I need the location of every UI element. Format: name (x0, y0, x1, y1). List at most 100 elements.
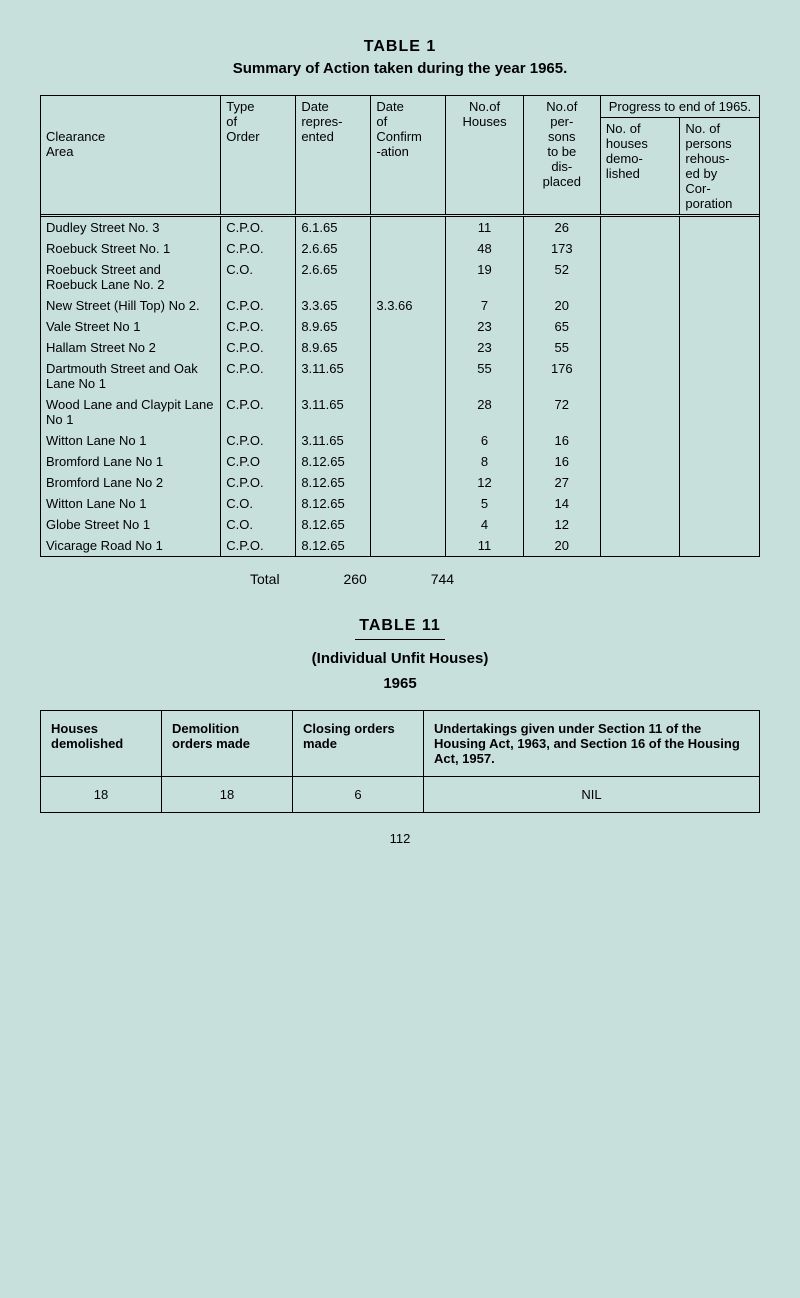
cell-persons: 55 (523, 337, 600, 358)
cell-area: Wood Lane and Claypit Lane No 1 (41, 394, 221, 430)
table-row: Dudley Street No. 3C.P.O.6.1.651126 (41, 217, 760, 239)
table-row: Hallam Street No 2C.P.O.8.9.652355 (41, 337, 760, 358)
cell-prog1 (600, 217, 680, 239)
cell-d1: 3.11.65 (296, 358, 371, 394)
cell-d1: 3.11.65 (296, 430, 371, 451)
page-number: 112 (40, 831, 760, 846)
cell-area: Vicarage Road No 1 (41, 535, 221, 557)
t2-h2: Demolition orders made (162, 711, 293, 777)
table-row: Roebuck Street and Roebuck Lane No. 2C.O… (41, 259, 760, 295)
table2-heading: TABLE 11 (40, 617, 760, 635)
cell-type: C.P.O. (221, 295, 296, 316)
cell-prog2 (680, 472, 760, 493)
cell-area: Roebuck Street and Roebuck Lane No. 2 (41, 259, 221, 295)
cell-persons: 14 (523, 493, 600, 514)
th-area: ClearanceArea (41, 96, 221, 215)
cell-prog1 (600, 259, 680, 295)
total-houses: 260 (343, 571, 366, 587)
table-row: Wood Lane and Claypit Lane No 1C.P.O.3.1… (41, 394, 760, 430)
cell-type: C.P.O. (221, 238, 296, 259)
cell-area: Bromford Lane No 1 (41, 451, 221, 472)
cell-d1: 3.11.65 (296, 394, 371, 430)
th-persons: No.ofper-sonsto bedis-placed (523, 96, 600, 215)
cell-houses: 11 (446, 535, 523, 557)
cell-prog1 (600, 238, 680, 259)
cell-prog1 (600, 295, 680, 316)
cell-prog1 (600, 535, 680, 557)
cell-type: C.P.O (221, 451, 296, 472)
cell-d1: 8.12.65 (296, 535, 371, 557)
total-persons: 744 (431, 571, 454, 587)
cell-prog2 (680, 316, 760, 337)
table-row: Vicarage Road No 1C.P.O.8.12.651120 (41, 535, 760, 557)
cell-type: C.P.O. (221, 358, 296, 394)
cell-prog2 (680, 394, 760, 430)
cell-prog1 (600, 493, 680, 514)
cell-d1: 3.3.65 (296, 295, 371, 316)
cell-prog1 (600, 472, 680, 493)
th-progress: Progress to end of 1965. (600, 96, 759, 118)
table1-subtitle: Summary of Action taken during the year … (40, 60, 760, 77)
cell-prog2 (680, 451, 760, 472)
table-row: New Street (Hill Top) No 2.C.P.O.3.3.653… (41, 295, 760, 316)
cell-type: C.P.O. (221, 430, 296, 451)
table-1: ClearanceArea TypeofOrder Daterepres-ent… (40, 95, 760, 557)
cell-d2 (371, 451, 446, 472)
cell-d2 (371, 259, 446, 295)
cell-persons: 12 (523, 514, 600, 535)
cell-houses: 23 (446, 337, 523, 358)
cell-d1: 8.12.65 (296, 493, 371, 514)
t2-c2: 18 (162, 777, 293, 813)
table-row: Dartmouth Street and Oak Lane No 1C.P.O.… (41, 358, 760, 394)
t2-h4: Undertakings given under Section 11 of t… (424, 711, 760, 777)
table-2: Houses demolished Demolition orders made… (40, 710, 760, 813)
cell-type: C.O. (221, 514, 296, 535)
table-row: Roebuck Street No. 1C.P.O.2.6.65 48173 (41, 238, 760, 259)
cell-d2 (371, 238, 446, 259)
cell-area: Witton Lane No 1 (41, 493, 221, 514)
cell-persons: 16 (523, 430, 600, 451)
cell-type: C.P.O. (221, 472, 296, 493)
cell-prog2 (680, 217, 760, 239)
t2-h3: Closing orders made (293, 711, 424, 777)
th-date-rep: Daterepres-ented (296, 96, 371, 215)
cell-type: C.P.O. (221, 217, 296, 239)
cell-area: Vale Street No 1 (41, 316, 221, 337)
cell-persons: 20 (523, 295, 600, 316)
cell-persons: 176 (523, 358, 600, 394)
cell-houses: 6 (446, 430, 523, 451)
cell-houses: 23 (446, 316, 523, 337)
cell-persons: 173 (523, 238, 600, 259)
table-row: Globe Street No 1C.O.8.12.65412 (41, 514, 760, 535)
t2-c3: 6 (293, 777, 424, 813)
cell-area: Bromford Lane No 2 (41, 472, 221, 493)
cell-d2 (371, 316, 446, 337)
cell-prog2 (680, 337, 760, 358)
cell-persons: 72 (523, 394, 600, 430)
cell-d2 (371, 217, 446, 239)
cell-area: Witton Lane No 1 (41, 430, 221, 451)
th-date-conf: DateofConfirm-ation (371, 96, 446, 215)
table1-total-row: Total 260 744 (250, 571, 760, 587)
cell-prog2 (680, 238, 760, 259)
cell-area: Globe Street No 1 (41, 514, 221, 535)
cell-type: C.O. (221, 259, 296, 295)
cell-d2 (371, 493, 446, 514)
cell-prog1 (600, 514, 680, 535)
th-prog-houses: No. ofhousesdemo-lished (600, 118, 680, 215)
th-type: TypeofOrder (221, 96, 296, 215)
cell-type: C.P.O. (221, 337, 296, 358)
cell-d1: 8.9.65 (296, 337, 371, 358)
cell-d1: 2.6.65 (296, 238, 371, 259)
cell-prog1 (600, 430, 680, 451)
cell-type: C.P.O. (221, 316, 296, 337)
th-houses: No.ofHouses (446, 96, 523, 215)
cell-prog2 (680, 430, 760, 451)
cell-persons: 16 (523, 451, 600, 472)
cell-prog2 (680, 358, 760, 394)
table-row: Witton Lane No 1C.P.O.3.11.65 616 (41, 430, 760, 451)
cell-area: Roebuck Street No. 1 (41, 238, 221, 259)
cell-houses: 19 (446, 259, 523, 295)
cell-persons: 52 (523, 259, 600, 295)
cell-houses: 48 (446, 238, 523, 259)
